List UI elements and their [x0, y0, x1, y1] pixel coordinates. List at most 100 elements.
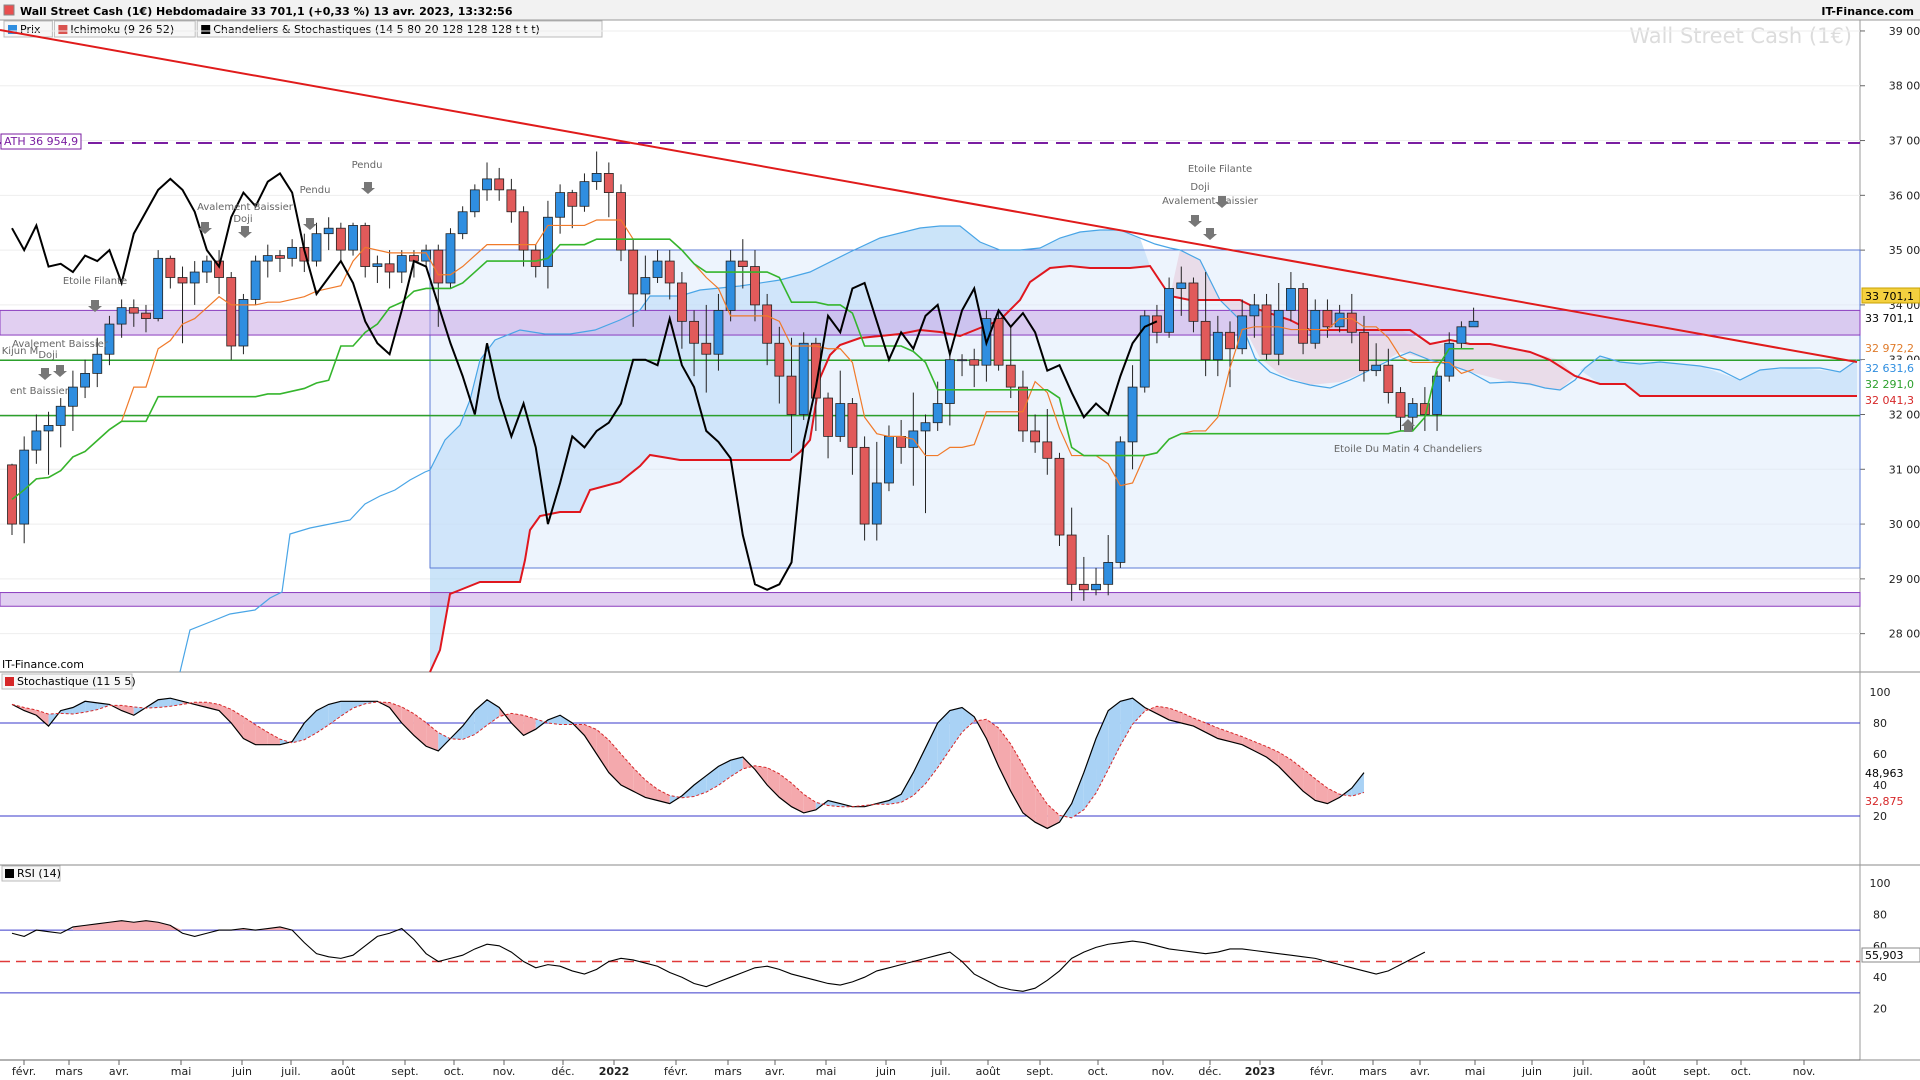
- candle: [567, 189, 578, 229]
- pattern-annotation: Etoile Filante: [1188, 164, 1252, 175]
- candle: [226, 272, 237, 360]
- x-tick-label: sept.: [1026, 1065, 1053, 1078]
- candle-body: [603, 173, 614, 193]
- x-tick-label: juil.: [280, 1065, 301, 1078]
- candle: [920, 414, 931, 514]
- candle-body: [226, 277, 237, 347]
- chikou-span: [11, 172, 1158, 591]
- x-tick-label: oct.: [1731, 1065, 1752, 1078]
- candle: [482, 162, 492, 201]
- pattern-annotation: Doji: [1190, 182, 1209, 193]
- legend-swatch: [201, 25, 211, 34]
- candle: [116, 299, 127, 338]
- candle-body: [689, 320, 699, 344]
- x-tick-label: 2023: [1245, 1065, 1276, 1078]
- candle-body: [530, 249, 541, 267]
- legend-item-1[interactable]: Ichimoku (9 26 52): [53, 20, 196, 38]
- stoch-tick-label: 20: [1873, 810, 1887, 823]
- x-tick-label: sept.: [391, 1065, 418, 1078]
- candle: [737, 239, 748, 289]
- candle-body: [1261, 304, 1272, 355]
- pattern-annotation: Avalement Baissier: [1162, 196, 1259, 207]
- bearish-arrow-icon: [361, 182, 375, 194]
- candle-body: [250, 260, 261, 300]
- chart-title: Wall Street Cash (1€) Hebdomadaire 33 70…: [20, 5, 513, 18]
- candle-body: [932, 403, 943, 424]
- candle-body: [1188, 282, 1199, 322]
- x-tick-label: 2022: [599, 1065, 630, 1078]
- candle: [80, 359, 90, 399]
- legend-item-2[interactable]: Chandeliers & Stochastiques (14 5 80 20 …: [196, 20, 603, 38]
- candle: [1322, 299, 1333, 338]
- candle: [1200, 272, 1211, 377]
- candle-body: [1005, 364, 1016, 388]
- candle-body: [92, 353, 103, 374]
- candle-body: [1042, 441, 1053, 459]
- candle-body: [1273, 309, 1284, 355]
- x-tick-label: déc.: [1198, 1065, 1221, 1078]
- candle-body: [1103, 562, 1114, 585]
- candle: [725, 250, 736, 322]
- candle-body: [1432, 375, 1442, 415]
- ichimoku-cloud-future: [1580, 356, 1857, 396]
- pattern-annotation: Pendu: [352, 160, 383, 171]
- candle: [238, 293, 249, 355]
- senkou-span-b: [429, 264, 1857, 673]
- stoch-tick-label: 60: [1873, 748, 1887, 761]
- pattern-annotation: Doji: [233, 214, 252, 225]
- price-tick-label: 30 000: [1889, 518, 1920, 531]
- x-tick-label: mai: [171, 1065, 192, 1078]
- ichimoku-cloud-bearish: [1170, 250, 1575, 390]
- candle: [457, 206, 468, 240]
- rsi-line: [11, 920, 1426, 992]
- candle: [762, 293, 773, 366]
- candle-body: [518, 211, 529, 251]
- candle: [835, 370, 846, 442]
- candle-body: [701, 342, 712, 355]
- candle-body: [469, 189, 480, 213]
- candle-body: [348, 225, 358, 251]
- candle-body: [55, 405, 66, 426]
- candle-body: [920, 422, 931, 432]
- candle: [957, 354, 967, 377]
- candle-body: [1456, 326, 1467, 344]
- x-tick-label: juin: [1521, 1065, 1542, 1078]
- candle-body: [80, 372, 90, 388]
- candle: [871, 441, 882, 541]
- candle: [1054, 452, 1065, 546]
- candle: [141, 304, 151, 333]
- candle-body: [798, 342, 809, 415]
- pattern-annotation: Kijun M: [2, 346, 39, 357]
- candle: [287, 239, 298, 267]
- x-tick-label: févr.: [664, 1065, 688, 1078]
- candle-body: [1249, 304, 1260, 317]
- candle: [543, 200, 553, 289]
- candle: [993, 310, 1004, 371]
- ath-label-box: [0, 133, 82, 150]
- x-tick-label: mars: [55, 1065, 83, 1078]
- brand-label: IT-Finance.com: [1821, 5, 1914, 18]
- rsi-tick-label: 40: [1873, 971, 1887, 984]
- candle: [616, 184, 626, 262]
- candle: [701, 304, 712, 393]
- stoch-k-line: [11, 697, 1365, 830]
- x-tick-label: mars: [1359, 1065, 1387, 1078]
- stoch-label: Stochastique (11 5 5): [17, 675, 136, 688]
- candle-body: [116, 307, 127, 325]
- candle: [1115, 436, 1126, 568]
- candle-body: [616, 192, 626, 251]
- candle-body: [311, 233, 322, 262]
- candle-body: [1066, 534, 1077, 585]
- candle-body: [628, 249, 639, 295]
- candle-body: [1176, 282, 1187, 289]
- candle-body: [725, 260, 736, 311]
- candle-body: [201, 260, 212, 273]
- x-tick-label: avr.: [109, 1065, 129, 1078]
- rsi-tick-label: 100: [1870, 877, 1891, 890]
- candle: [335, 222, 346, 262]
- rsi-label: RSI (14): [17, 867, 61, 880]
- candle-body: [1164, 288, 1174, 333]
- title-bar: [0, 0, 1920, 20]
- x-tick-label: août: [1632, 1065, 1657, 1078]
